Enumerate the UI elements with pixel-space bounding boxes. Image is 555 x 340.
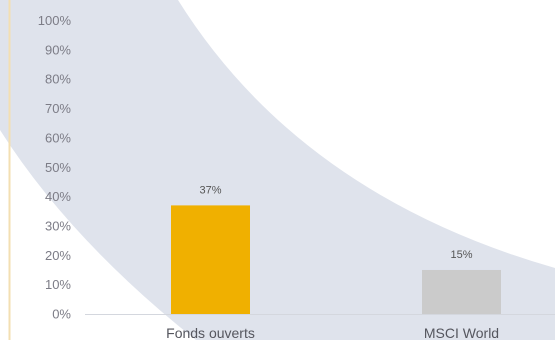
- y-tick-label: 40%: [45, 189, 71, 204]
- y-tick-label: 80%: [45, 72, 71, 87]
- y-tick-label: 100%: [38, 13, 72, 28]
- data-label: 15%: [450, 249, 472, 261]
- y-tick-label: 70%: [45, 101, 71, 116]
- bar-msci-world[interactable]: [422, 269, 501, 314]
- data-labels: 37% 15%: [199, 184, 472, 261]
- bar-fonds-ouverts[interactable]: [171, 205, 250, 314]
- y-tick-label: 60%: [45, 130, 71, 145]
- x-axis: Fonds ouverts MSCI World: [166, 325, 499, 340]
- y-tick-label: 10%: [45, 277, 71, 292]
- data-label: 37%: [199, 184, 221, 196]
- y-tick-label: 30%: [45, 218, 71, 233]
- x-category-label: Fonds ouverts: [166, 325, 255, 340]
- y-tick-label: 50%: [45, 160, 71, 175]
- y-tick-label: 0%: [52, 307, 71, 322]
- y-tick-label: 90%: [45, 42, 71, 57]
- y-tick-label: 20%: [45, 248, 71, 263]
- y-axis: 0% 10% 20% 30% 40% 50% 60% 70% 80% 90% 100%: [38, 13, 72, 322]
- x-category-label: MSCI World: [424, 325, 499, 340]
- bar-series: [171, 205, 501, 314]
